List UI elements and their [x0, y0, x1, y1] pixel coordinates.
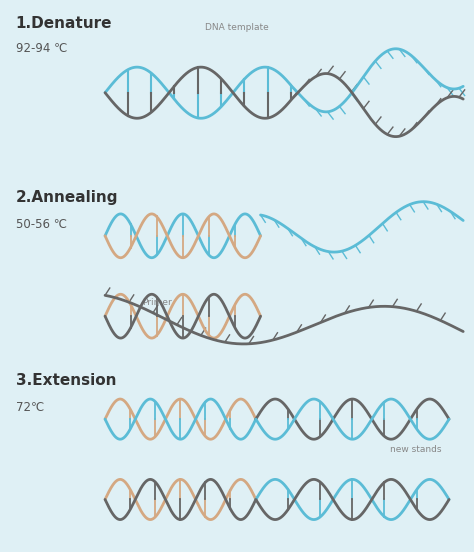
Text: 50-56 ℃: 50-56 ℃: [16, 217, 66, 231]
Text: Primer: Primer: [142, 298, 172, 307]
Text: new stands: new stands: [390, 445, 442, 454]
Text: 72℃: 72℃: [16, 401, 44, 414]
Text: 1.Denature: 1.Denature: [16, 16, 112, 31]
Text: 92-94 ℃: 92-94 ℃: [16, 41, 67, 55]
Text: 3.Extension: 3.Extension: [16, 374, 116, 389]
Text: 2.Annealing: 2.Annealing: [16, 190, 118, 205]
Text: DNA template: DNA template: [205, 23, 269, 33]
